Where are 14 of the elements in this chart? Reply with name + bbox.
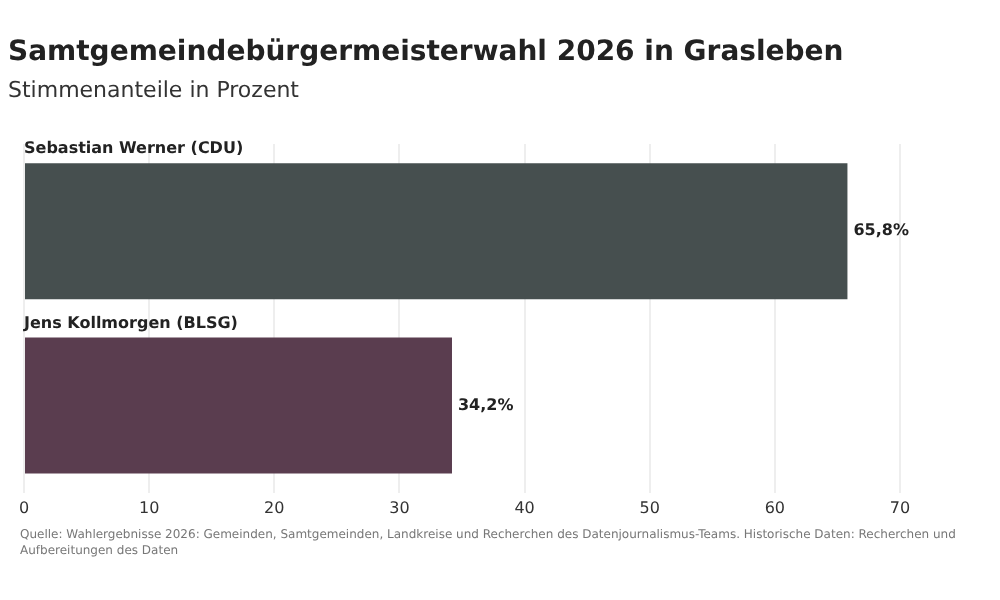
x-tick-label: 50 — [639, 498, 660, 517]
x-tick-label: 0 — [18, 498, 30, 517]
data-label: 34,2% — [457, 395, 514, 414]
data-label: 65,8% — [853, 221, 909, 240]
x-tick-label: 60 — [764, 498, 786, 517]
x-tick-label: 40 — [514, 498, 535, 517]
y-tick-label: Jens Kollmorgen (BLSG) — [22, 313, 238, 332]
x-tick-label: 20 — [264, 498, 285, 517]
x-tick-label: 70 — [889, 498, 911, 517]
chart-title: Samtgemeindebürgermeisterwahl 2026 in Grasleben — [8, 36, 844, 69]
y-tick-label: Sebastian Werner (CDU) — [24, 139, 244, 158]
chart-subtitle: Stimmenanteile in Prozent — [8, 76, 301, 103]
x-tick-label: 10 — [138, 498, 160, 517]
x-tick-label: 30 — [389, 498, 410, 517]
